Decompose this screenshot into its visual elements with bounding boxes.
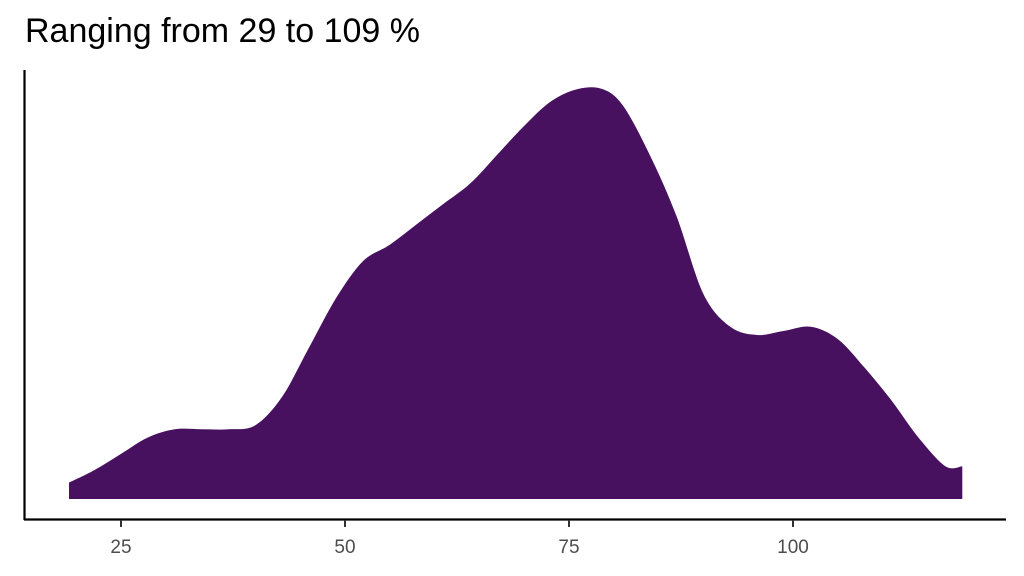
x-tick-label: 100 bbox=[777, 537, 809, 558]
x-tick-label: 75 bbox=[558, 537, 579, 558]
x-axis-ticks: 25 50 75 100 bbox=[110, 520, 809, 558]
chart-title: Ranging from 29 to 109 % bbox=[25, 12, 421, 50]
density-area bbox=[69, 87, 963, 499]
x-tick-label: 50 bbox=[334, 537, 355, 558]
x-tick-label: 25 bbox=[110, 537, 131, 558]
